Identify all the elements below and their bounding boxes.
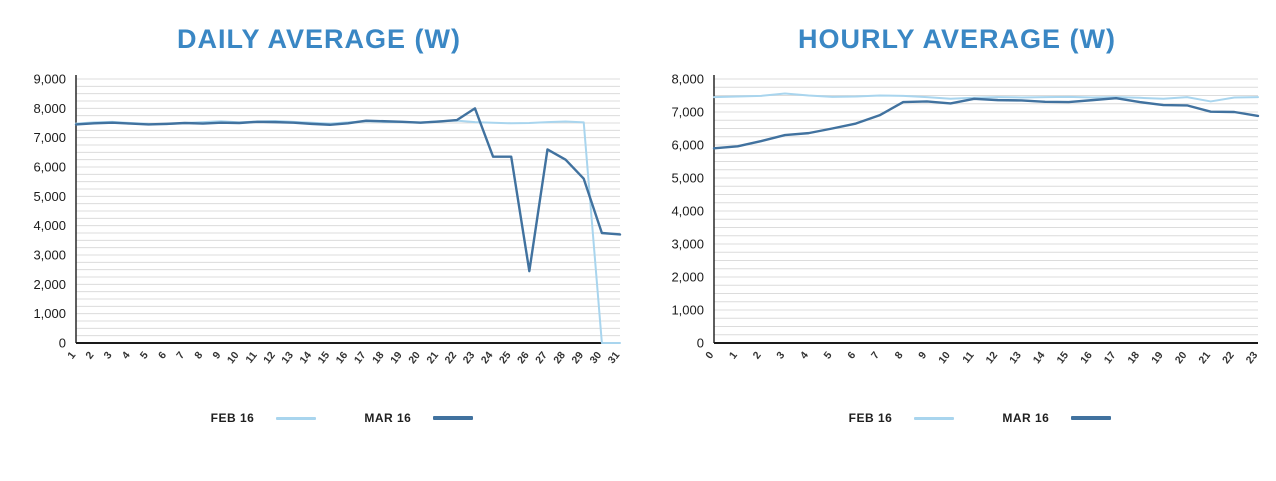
svg-text:1,000: 1,000 [671,303,704,318]
svg-text:25: 25 [497,349,514,366]
svg-text:17: 17 [1102,349,1119,366]
svg-text:9,000: 9,000 [33,72,66,87]
svg-text:4: 4 [798,349,811,361]
svg-text:6: 6 [156,349,169,361]
svg-text:24: 24 [479,349,496,366]
svg-text:1,000: 1,000 [33,306,66,321]
svg-text:11: 11 [960,349,976,365]
svg-text:23: 23 [1244,349,1261,366]
svg-text:6: 6 [845,349,858,361]
svg-text:0: 0 [697,336,704,351]
daily-average-chart: 0 1,000 2,000 3,000 4,000 5,000 6,000 7,000 8,00… [4,65,634,405]
legend-label-feb16: FEB 16 [210,411,255,425]
svg-text:3: 3 [774,349,787,361]
svg-text:28: 28 [551,349,568,366]
svg-text:7: 7 [869,349,882,361]
svg-text:10: 10 [936,349,953,366]
feb16-line-swatch [914,416,955,420]
daily-chart-title: DAILY AVERAGE (W) [176,24,462,54]
svg-text:15: 15 [316,349,333,366]
svg-text:5: 5 [822,349,835,361]
svg-text:9: 9 [916,349,929,361]
svg-text:2,000: 2,000 [671,270,704,285]
svg-text:5: 5 [138,349,151,361]
svg-text:27: 27 [533,349,550,366]
hourly-chart-title: HOURLY AVERAGE (W) [797,24,1117,54]
legend-label-mar16: MAR 16 [364,411,412,425]
svg-text:12: 12 [984,349,1001,366]
legend-item-mar16: MAR 16 [364,411,474,425]
svg-text:20: 20 [406,349,423,366]
svg-text:8: 8 [893,349,906,361]
hourly-legend: FEB 16 MAR 16 [688,411,1272,425]
svg-text:12: 12 [261,349,278,366]
svg-text:18: 18 [370,349,387,366]
svg-text:14: 14 [297,349,314,366]
svg-text:9: 9 [210,349,223,361]
svg-text:21: 21 [1196,349,1213,366]
svg-text:18: 18 [1125,349,1142,366]
svg-text:8,000: 8,000 [33,101,66,116]
svg-text:11: 11 [243,349,259,365]
svg-text:7,000: 7,000 [33,130,66,145]
svg-text:7: 7 [174,349,187,361]
svg-text:6,000: 6,000 [33,160,66,175]
feb16-line-swatch [276,416,317,420]
hourly-average-chart: 0 1,000 2,000 3,000 4,000 5,000 6,000 7,000 8,00… [642,65,1272,405]
svg-text:4: 4 [120,349,133,361]
svg-text:23: 23 [461,349,478,366]
svg-text:22: 22 [443,349,460,366]
svg-text:4,000: 4,000 [33,218,66,233]
legend-label-feb16: FEB 16 [848,411,893,425]
svg-text:4,000: 4,000 [671,204,704,219]
svg-text:13: 13 [1007,349,1024,366]
svg-text:8,000: 8,000 [671,72,704,87]
svg-text:19: 19 [388,349,405,366]
svg-text:0: 0 [59,336,66,351]
daily-average-panel: DAILY AVERAGE (W) 0 1,000 2,000 3,000 4,000 5… [4,24,634,425]
svg-text:15: 15 [1054,349,1071,366]
svg-text:29: 29 [569,349,586,366]
mar16-line-swatch [433,416,474,420]
svg-text:7,000: 7,000 [671,105,704,120]
svg-text:5,000: 5,000 [33,189,66,204]
svg-text:21: 21 [424,349,441,366]
legend-item-feb16: FEB 16 [849,411,955,425]
svg-text:1: 1 [65,349,78,361]
svg-text:3,000: 3,000 [33,248,66,263]
svg-text:30: 30 [588,349,605,366]
svg-text:3,000: 3,000 [671,237,704,252]
svg-text:2,000: 2,000 [33,277,66,292]
svg-text:19: 19 [1149,349,1166,366]
legend-label-mar16: MAR 16 [1002,411,1050,425]
legend-item-feb16: FEB 16 [211,411,317,425]
mar16-line-swatch [1071,416,1112,420]
svg-text:0: 0 [703,349,716,361]
daily-legend: FEB 16 MAR 16 [50,411,634,425]
hourly-average-panel: HOURLY AVERAGE (W) 0 1,000 2,000 3,000 4,000… [638,0,1276,481]
svg-text:17: 17 [352,349,369,366]
svg-text:2: 2 [751,349,764,361]
svg-text:20: 20 [1173,349,1190,366]
svg-text:3: 3 [102,349,115,361]
svg-text:5,000: 5,000 [671,171,704,186]
svg-text:16: 16 [1078,349,1095,366]
svg-text:22: 22 [1220,349,1237,366]
svg-text:31: 31 [606,349,623,366]
svg-text:2: 2 [83,349,96,361]
svg-text:8: 8 [192,349,205,361]
svg-text:26: 26 [515,349,532,366]
svg-text:16: 16 [334,349,351,366]
svg-text:6,000: 6,000 [671,138,704,153]
svg-text:10: 10 [225,349,242,366]
svg-text:1: 1 [727,349,740,361]
svg-text:13: 13 [279,349,296,366]
legend-item-mar16: MAR 16 [1002,411,1112,425]
svg-text:14: 14 [1031,349,1048,366]
